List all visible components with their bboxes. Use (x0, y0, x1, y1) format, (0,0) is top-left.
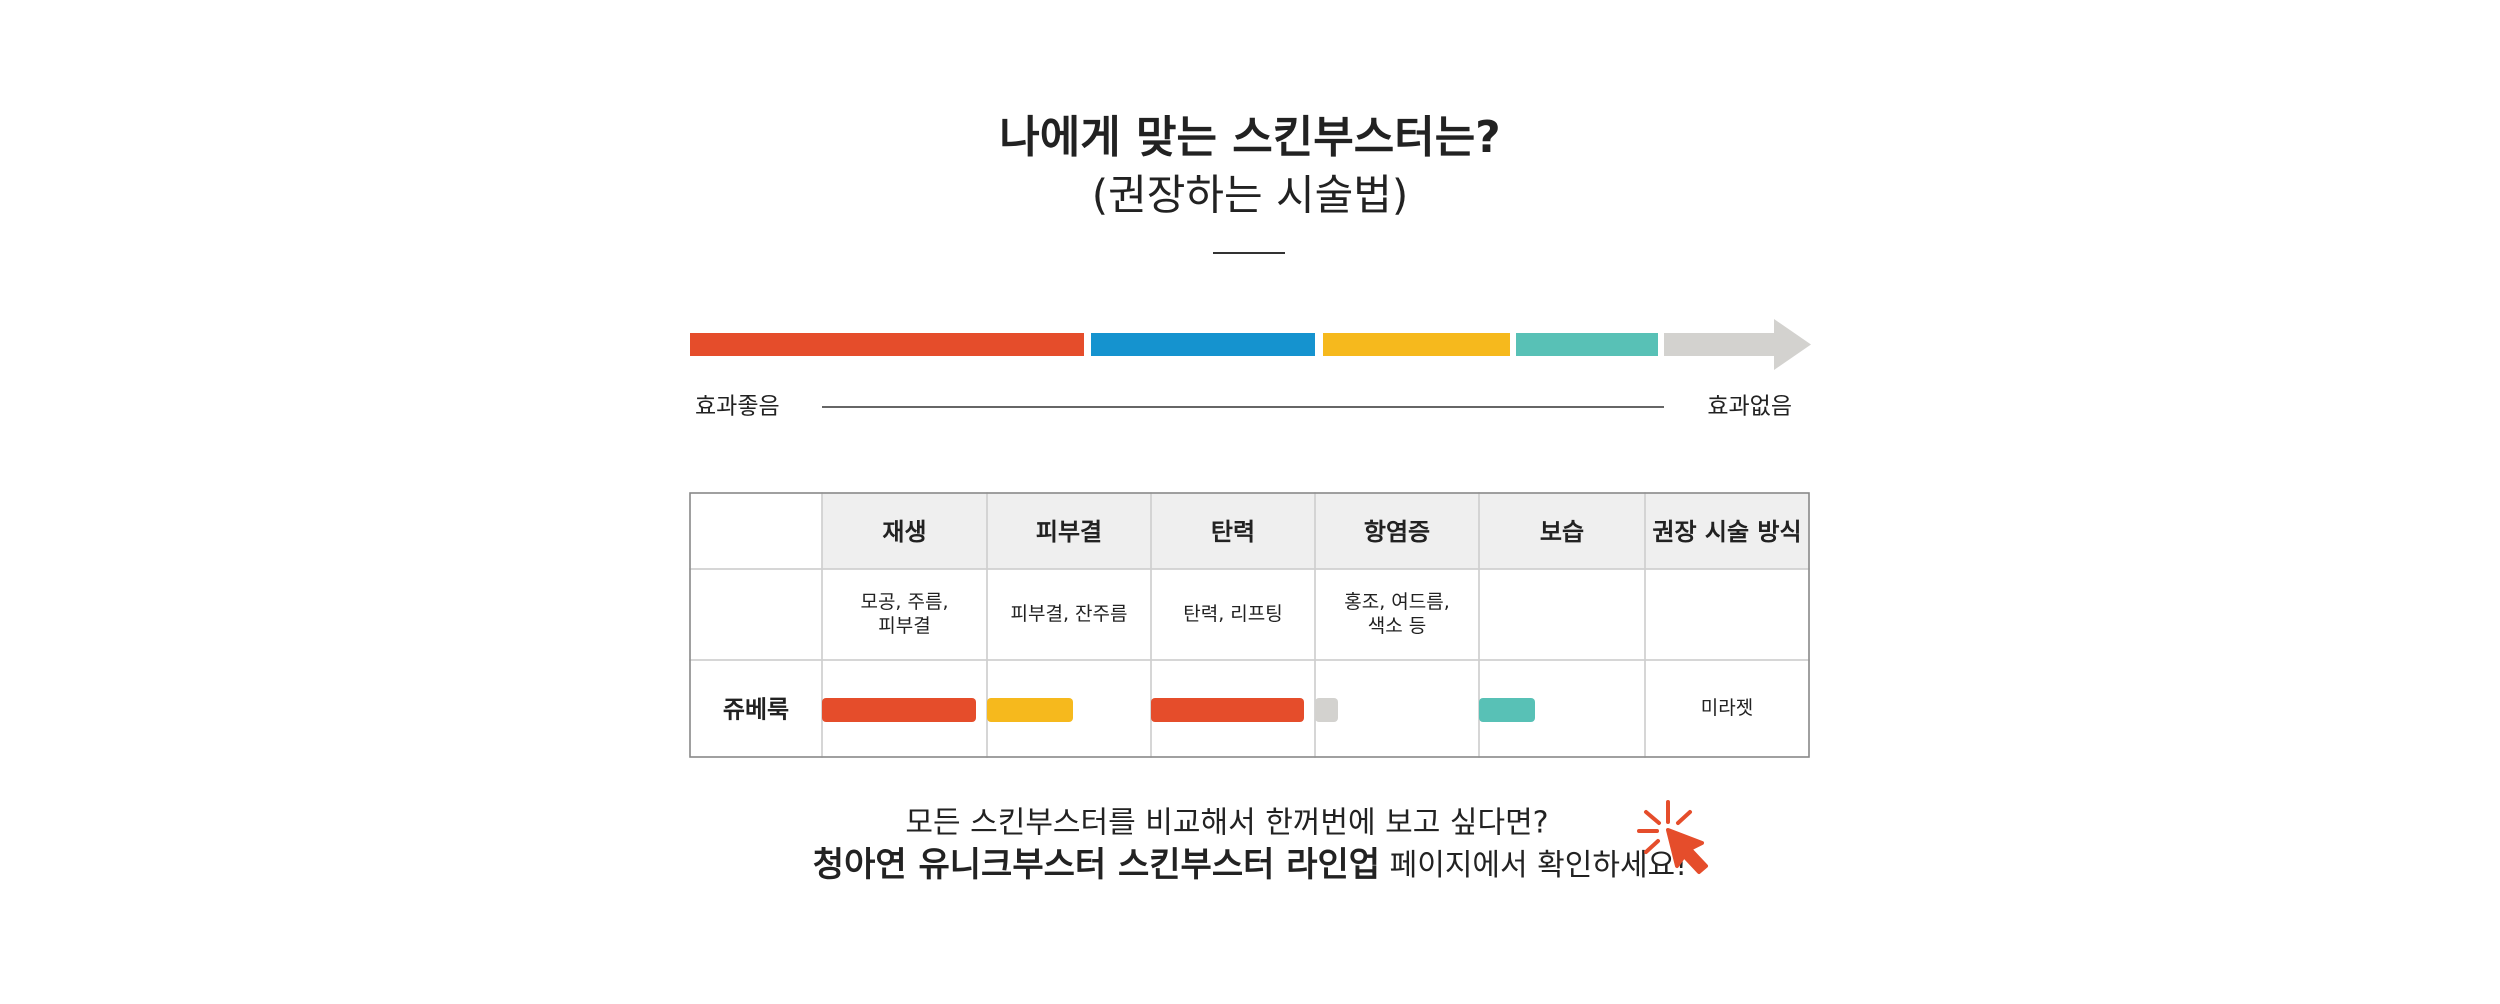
scale-segment (690, 333, 1084, 356)
effect-bar (987, 698, 1073, 722)
effect-bar (1479, 698, 1535, 722)
footer-line1: 모든 스킨부스터를 비교해서 한꺼번에 보고 싶다면? (905, 806, 1548, 841)
column-description: 홍조, 여드름, (1344, 591, 1450, 613)
scale-arrow (1664, 319, 1811, 370)
cursor-icon (1637, 800, 1708, 874)
table-border (689, 492, 1810, 758)
column-description: 피부결, 잔주름 (1011, 603, 1128, 625)
footer: 모든 스킨부스터를 비교해서 한꺼번에 보고 싶다면? 청아연 유니크부스터 스… (813, 800, 1708, 885)
table-cell (1478, 568, 1646, 661)
column-header: 보습 (1540, 518, 1584, 546)
method: 미라젯 (1701, 697, 1753, 719)
column-header: 권장 시술 방식 (1652, 518, 1801, 546)
table-cell (689, 568, 823, 661)
row-name: 쥬베룩 (723, 696, 789, 724)
effect-bar (822, 698, 976, 722)
footer-line2[interactable]: 청아연 유니크부스터 스킨부스터 라인업 페이지에서 확인하세요! (813, 845, 1687, 885)
subtitle: (권장하는 시술법) (1092, 171, 1409, 220)
column-header: 탄력 (1211, 518, 1255, 546)
effect-bar (1315, 698, 1338, 722)
column-description: 피부결 (878, 615, 930, 637)
column-header: 피부결 (1036, 518, 1102, 546)
footer-line2-rest[interactable]: 페이지에서 확인하세요! (1380, 848, 1687, 883)
scale-left-label: 효과좋음 (695, 394, 780, 420)
footer-line2-bold[interactable]: 청아연 유니크부스터 스킨부스터 라인업 (813, 845, 1380, 885)
table-cell (689, 492, 823, 570)
effect-scale: 효과좋음 효과없음 (690, 319, 1811, 420)
column-description: 탄력, 리프팅 (1183, 603, 1282, 625)
column-description: 색소 등 (1368, 615, 1426, 637)
scale-right-label: 효과없음 (1707, 394, 1792, 420)
column-header: 재생 (882, 518, 926, 546)
scale-segment (1323, 333, 1510, 356)
column-header: 항염증 (1364, 518, 1430, 546)
scale-segment (1516, 333, 1658, 356)
table-cell (1314, 659, 1480, 758)
scale-segment (1091, 333, 1315, 356)
table-cell (1644, 568, 1810, 661)
title: 나에게 맞는 스킨부스터는? (999, 112, 1500, 163)
column-description: 모공, 주름, (860, 591, 948, 613)
effect-bar (1151, 698, 1304, 722)
